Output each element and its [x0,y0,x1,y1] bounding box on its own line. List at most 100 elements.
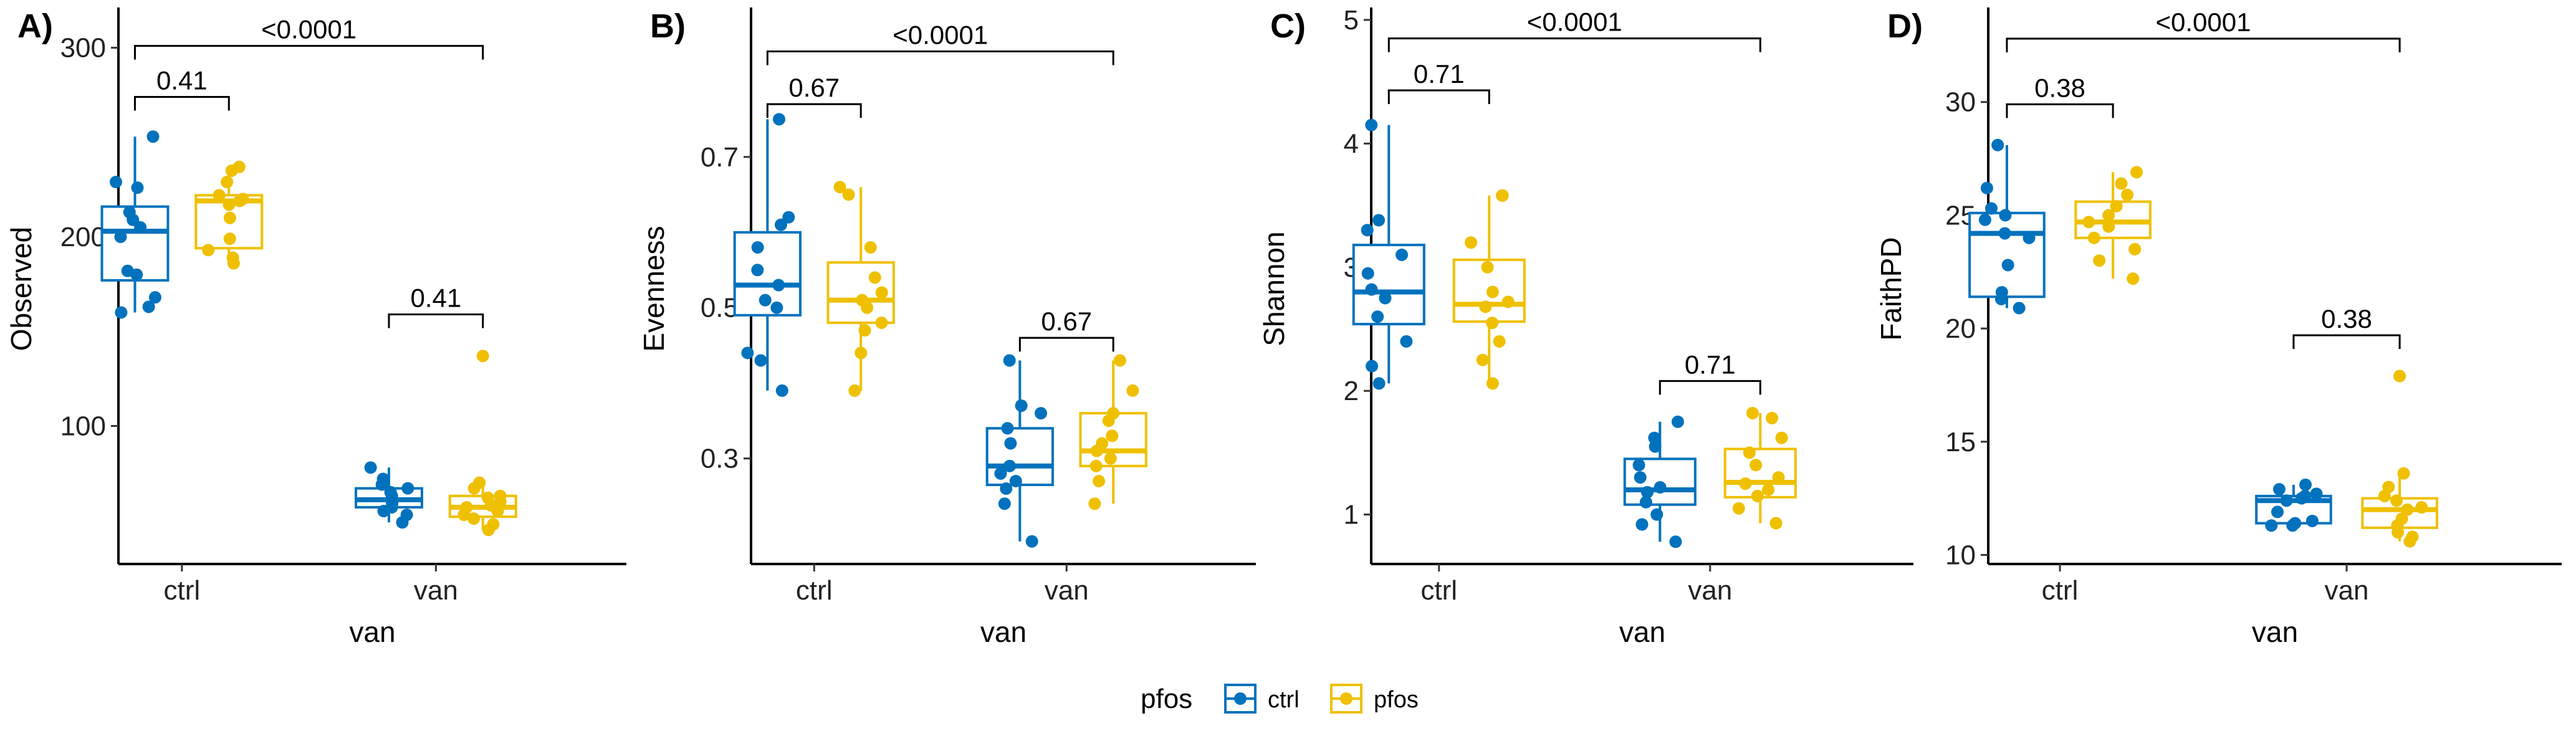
data-point [1104,452,1117,465]
data-point [998,497,1011,510]
data-point [1980,181,1993,194]
data-point [375,478,388,491]
comparison-p-value: 0.41 [156,66,208,95]
data-point [1372,214,1386,227]
x-tick-label: ctrl [796,575,833,606]
data-point [467,512,481,525]
data-point [2272,483,2286,496]
y-axis-title: Observed [5,227,37,351]
x-axis-title: van [2252,616,2298,648]
box-body [733,231,802,317]
data-point [751,264,764,277]
data-point [482,523,495,537]
comparison-bracket [133,96,230,111]
data-point [1093,474,1106,487]
y-tick-label: 15 [1945,427,1976,457]
data-point [2286,519,2299,532]
y-tick-label: 20 [1945,313,1976,344]
data-point [1486,285,1499,299]
data-point [494,495,507,508]
comparison-p-value: 0.71 [1414,59,1465,88]
data-point [1486,377,1499,390]
data-point [1481,260,1494,274]
data-point [1015,399,1028,412]
data-point [364,461,377,474]
data-point [848,384,861,397]
data-point [2013,302,2026,315]
data-point [2001,259,2014,272]
x-tick-label: ctrl [2042,575,2079,606]
data-point [1371,310,1384,323]
data-point [142,300,155,313]
x-tick-label: ctrl [164,575,201,606]
legend-label-pfos: pfos [1374,687,1419,713]
data-point [491,505,504,518]
data-point [2130,166,2143,179]
data-point [1365,283,1378,296]
data-point [1089,459,1103,472]
data-point [1769,517,1783,530]
data-point [1985,202,1998,215]
comparison-bracket [1387,89,1490,105]
data-point [1650,508,1664,521]
data-point [1361,267,1374,280]
data-point [774,218,787,231]
data-point [401,482,414,495]
comparison-bracket [2006,103,2114,118]
data-point [1090,444,1103,457]
box-van-pfos [1723,413,1797,523]
data-point [1113,354,1126,367]
x-tick-label: ctrl [1420,575,1457,606]
data-point [770,301,783,314]
comparison-p-value: 0.41 [411,283,462,312]
data-point [875,316,888,329]
data-point [861,301,874,314]
data-point [1372,377,1386,390]
data-point [782,211,795,224]
y-tick-label: 4 [1344,128,1359,159]
data-point [1639,495,1652,509]
panel-label: C) [1270,7,1306,45]
data-point [1035,407,1047,420]
comparison-p-value: <0.0001 [1527,7,1622,37]
data-point [148,291,161,304]
comparison-bracket [388,313,484,328]
comparison-p-value: 0.38 [2034,73,2085,102]
data-point [1640,485,1654,499]
data-point [1001,422,1014,435]
data-point [1998,227,2011,240]
comparison-bracket [766,103,862,118]
data-point [1486,317,1499,330]
data-point [1654,480,1667,494]
data-point [2295,492,2308,505]
outlier-point [2393,370,2406,383]
comparison-p-value: <0.0001 [261,15,357,44]
data-point [994,467,1007,480]
legend-key-pfos-point [1340,692,1353,705]
data-point [1400,335,1413,348]
data-point [855,346,868,360]
data-point [1671,415,1684,428]
data-point [1106,429,1119,442]
data-point [223,211,236,224]
data-point [1493,335,1506,348]
data-point [864,241,877,254]
box-ctrl-ctrl [733,119,802,391]
data-point [1750,459,1763,472]
data-point [1765,411,1778,424]
comparison-p-value: <0.0001 [2156,7,2251,37]
comparison-bracket [2292,334,2401,349]
data-point [2378,489,2391,502]
data-point [741,346,754,360]
data-point [1743,446,1756,459]
y-tick-label: 1 [1344,500,1359,530]
data-point [1366,360,1379,373]
y-tick-label: 10 [1945,540,1976,570]
box-van-ctrl [2255,484,2332,526]
data-point [202,244,215,257]
data-point [2403,535,2416,548]
data-point [1479,300,1492,313]
